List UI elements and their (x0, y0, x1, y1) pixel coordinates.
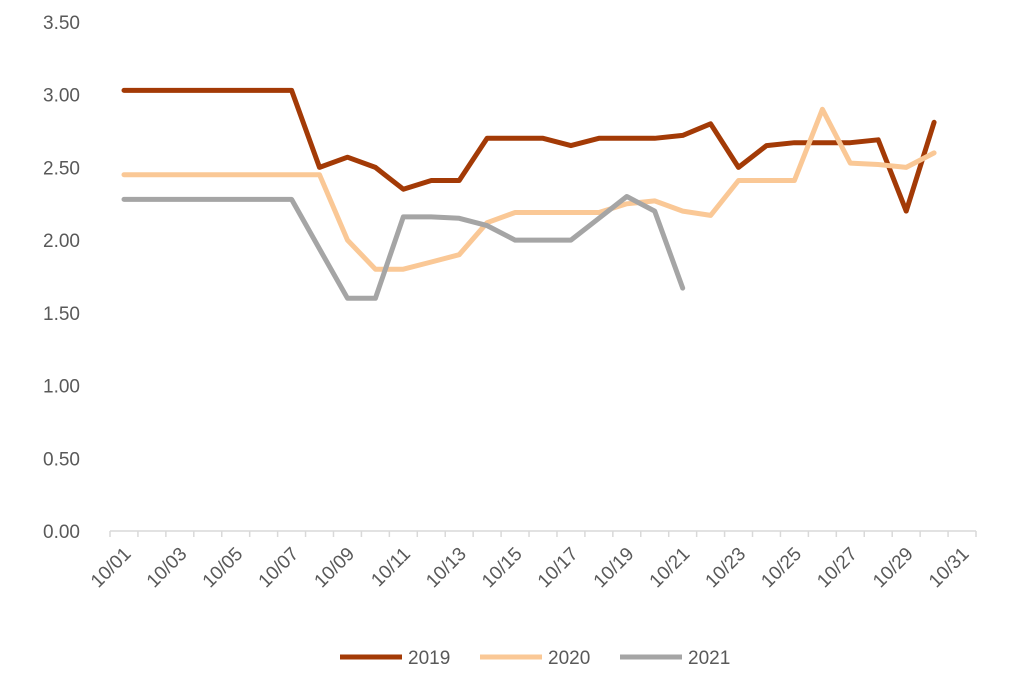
x-tick-label: 10/17 (534, 544, 582, 592)
x-tick-label: 10/01 (87, 544, 135, 592)
legend-label-2019: 2019 (408, 648, 450, 669)
x-tick-label: 10/27 (813, 544, 861, 592)
y-tick-label: 0.50 (43, 449, 80, 470)
x-axis-tick-labels: 10/01 10/03 10/05 10/07 10/09 10/11 10/13 10/15… (87, 544, 974, 592)
y-tick-label: 3.50 (43, 13, 80, 34)
y-tick-label: 2.50 (43, 158, 80, 179)
legend-label-2021: 2021 (688, 648, 730, 669)
y-axis-tick-labels: 0.00 0.50 1.00 1.50 2.00 2.50 3.00 3.50 (43, 13, 80, 543)
x-tick-label: 10/29 (869, 544, 917, 592)
y-tick-label: 1.00 (43, 377, 80, 398)
x-tick-label: 10/15 (478, 544, 526, 592)
y-tick-label: 2.00 (43, 231, 80, 252)
x-tick-label: 10/07 (255, 544, 303, 592)
x-tick-label: 10/23 (702, 544, 750, 592)
x-tick-label: 10/05 (199, 544, 247, 592)
x-tick-label: 10/13 (422, 544, 470, 592)
x-tick-label: 10/09 (311, 544, 359, 592)
x-tick-label: 10/21 (646, 544, 694, 592)
series-line-2021 (121, 194, 686, 301)
x-tick-label: 10/03 (143, 544, 191, 592)
y-tick-label: 1.50 (43, 304, 80, 325)
series-lines (121, 87, 937, 301)
x-tick-label: 10/31 (925, 544, 973, 592)
y-tick-label: 3.00 (43, 86, 80, 107)
y-tick-label: 0.00 (43, 522, 80, 543)
x-axis-tick-marks (109, 531, 977, 537)
x-tick-label: 10/19 (590, 544, 638, 592)
legend: 2019 2020 2021 (340, 648, 730, 669)
x-tick-label: 10/11 (367, 544, 414, 591)
series-line-2019 (121, 87, 937, 214)
series-line-2020 (121, 106, 937, 272)
x-tick-label: 10/25 (757, 544, 805, 592)
legend-label-2020: 2020 (548, 648, 590, 669)
